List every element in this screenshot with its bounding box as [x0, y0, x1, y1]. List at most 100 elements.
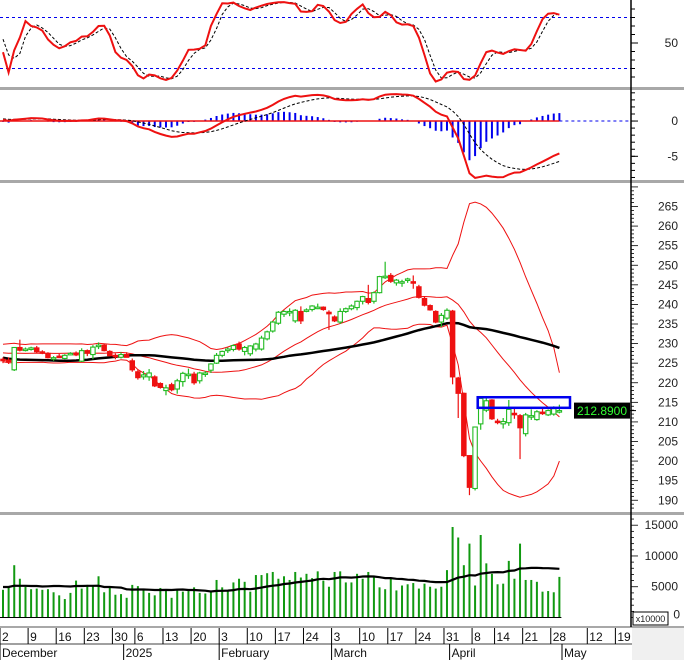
candle	[506, 408, 512, 424]
panel-separator	[0, 87, 684, 90]
x-tick-label: 20	[193, 630, 207, 644]
candle	[517, 415, 523, 429]
candle	[174, 380, 180, 390]
volume-ma-line	[3, 566, 560, 593]
candle	[286, 310, 293, 314]
stochastic-panel	[2, 1, 560, 83]
candle	[225, 348, 231, 352]
candle	[472, 426, 478, 490]
candle	[118, 353, 124, 358]
candle	[551, 408, 557, 415]
candle	[163, 387, 169, 392]
candle	[33, 347, 40, 353]
candle	[247, 345, 254, 355]
price-tick-label: 230	[658, 337, 678, 351]
price-tick-label: 240	[658, 297, 678, 311]
candle	[95, 344, 102, 348]
macd-tick-label: -5	[667, 149, 678, 163]
volume-tick-label: 5000	[651, 580, 678, 594]
candle	[157, 382, 164, 388]
x-tick-label: 17	[277, 630, 291, 644]
stoch-tick-label: 50	[665, 36, 679, 50]
bollinger-upper-line	[2, 201, 560, 373]
candle	[348, 305, 355, 310]
candle	[236, 343, 242, 350]
candle	[393, 279, 400, 284]
candle	[208, 363, 214, 371]
price-tick-label: 225	[658, 356, 678, 370]
candle	[180, 372, 186, 383]
x-tick-label: 17	[390, 630, 404, 644]
moving-average-line	[2, 321, 560, 362]
macd-panel	[0, 93, 561, 179]
candle	[0, 358, 6, 362]
candle	[545, 410, 551, 416]
candle	[151, 376, 158, 387]
x-tick-label: 23	[86, 630, 100, 644]
candle	[101, 344, 107, 352]
candle	[416, 286, 422, 298]
candle	[28, 347, 34, 351]
candle	[230, 344, 237, 351]
candle	[331, 316, 338, 322]
x-tick-label: 21	[525, 630, 539, 644]
candle	[213, 354, 220, 364]
candle	[241, 346, 248, 352]
x-tick-label: 14	[497, 630, 511, 644]
candle	[191, 373, 197, 384]
x-tick-label: 6	[137, 630, 144, 644]
candle	[438, 314, 445, 323]
candle	[343, 308, 349, 313]
candle	[376, 276, 383, 294]
candle	[22, 348, 29, 352]
candle	[123, 353, 130, 358]
candle	[455, 377, 461, 394]
candle	[371, 292, 377, 302]
candle	[202, 372, 209, 376]
month-label: February	[221, 646, 269, 660]
candle	[449, 310, 456, 378]
candle	[90, 346, 96, 356]
candle	[275, 311, 282, 324]
candle	[432, 310, 439, 323]
price-panel[interactable]	[0, 201, 572, 498]
price-tick-label: 245	[658, 278, 678, 292]
candle	[84, 350, 91, 354]
x-tick-label: 30	[114, 630, 128, 644]
candle	[50, 357, 57, 360]
last-price-tag	[574, 402, 630, 419]
panel-separator	[0, 626, 684, 628]
candle	[303, 309, 310, 312]
x-tick-label: 19	[617, 630, 631, 644]
candle	[421, 297, 428, 306]
candle	[185, 373, 192, 377]
price-tick-label: 235	[658, 317, 678, 331]
candle	[146, 372, 152, 378]
candle	[56, 355, 62, 359]
x-tick-label: 10	[249, 630, 263, 644]
x-tick-label: 24	[305, 630, 319, 644]
price-tick-label: 200	[658, 454, 678, 468]
candle	[528, 415, 535, 418]
stoch-k-line	[2, 1, 560, 83]
candle	[444, 309, 450, 319]
month-label: April	[452, 646, 476, 660]
candle	[500, 420, 506, 425]
candle	[483, 400, 490, 411]
volume-unit-label: x10000	[636, 614, 666, 624]
candle	[365, 297, 372, 304]
candle	[112, 354, 119, 358]
candle	[522, 414, 529, 435]
candle	[489, 399, 495, 420]
candle	[219, 350, 225, 356]
x-tick-label: 3	[221, 630, 228, 644]
candle	[427, 305, 433, 311]
price-tick-label: 255	[658, 239, 678, 253]
x-tick-label: 13	[165, 630, 179, 644]
price-tick-label: 190	[658, 493, 678, 507]
bollinger-lower-line	[2, 323, 560, 498]
month-label: May	[564, 646, 587, 660]
candle	[320, 306, 327, 311]
